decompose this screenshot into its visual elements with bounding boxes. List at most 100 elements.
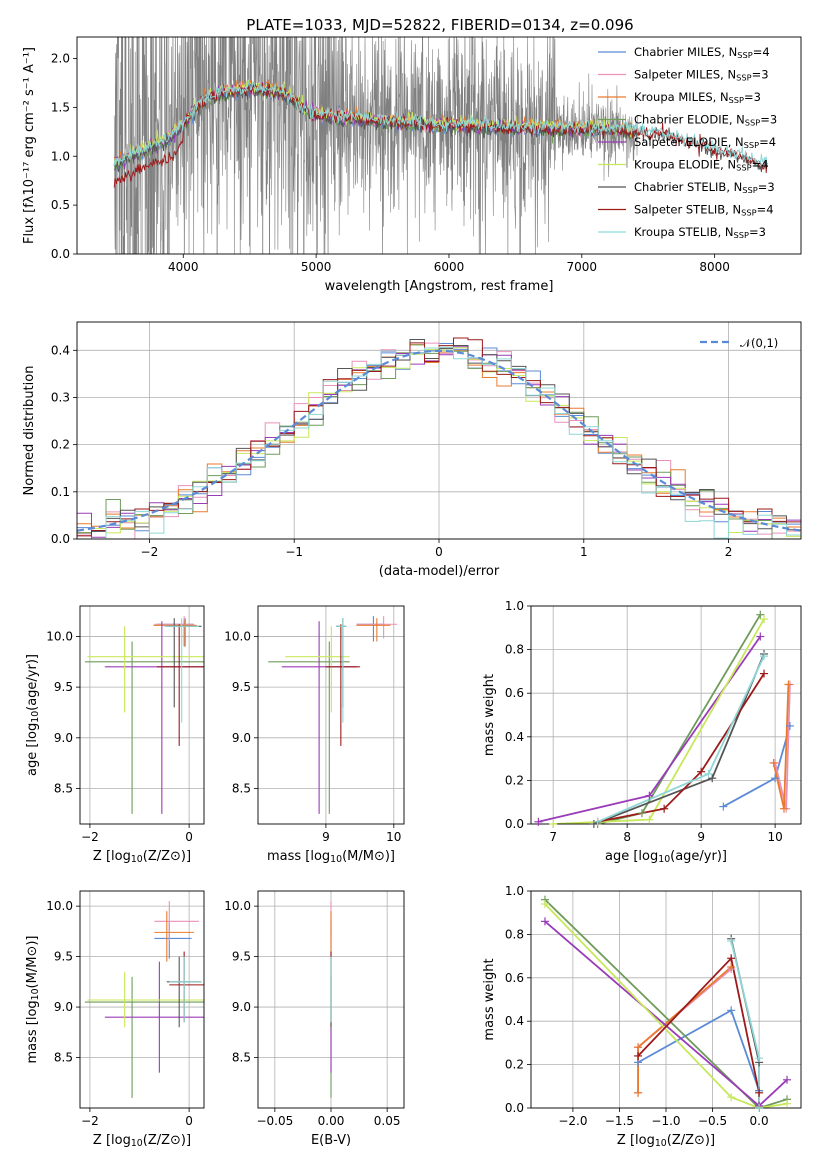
- label-part: ⊙: [694, 1133, 705, 1148]
- label-part: Z [log: [617, 1133, 655, 1148]
- axes-frame: [76, 36, 802, 255]
- y-axis-label: mass weight: [482, 674, 497, 756]
- x-tick-label: 9: [697, 830, 705, 844]
- y-axis-label: mass weight: [482, 958, 497, 1040]
- label-part: =3: [749, 225, 766, 239]
- y-tick-label: 8.5: [232, 1051, 251, 1065]
- label-part: =4: [759, 135, 776, 149]
- label-part: =3: [752, 68, 769, 82]
- histogram-steps: [77, 346, 801, 539]
- label-part: 10: [131, 1138, 143, 1149]
- x-tick-label: −1.0: [651, 1114, 680, 1128]
- y-tick-label: 0.6: [505, 971, 524, 985]
- y-tick-label: 10.0: [224, 629, 251, 643]
- x-tick-label: 9: [322, 830, 330, 844]
- label-part: mass [log: [267, 849, 330, 864]
- label-part: )]: [181, 1133, 191, 1148]
- legend-entry: Salpeter ELODIE, NSSP=4: [634, 135, 776, 150]
- label-part: =3: [744, 90, 761, 104]
- label-part: (age/yr)]: [670, 849, 727, 864]
- label-part: Kroupa STELIB, N: [634, 225, 734, 239]
- y-tick-label: 8.5: [232, 782, 251, 796]
- label-part: Z [log: [93, 849, 131, 864]
- plot-area: [84, 901, 204, 1098]
- label-part: SSP: [736, 73, 751, 83]
- label-part: SSP: [744, 140, 759, 150]
- y-tick-label: 10.0: [46, 899, 73, 913]
- x-axis-label: mass [log10(M/M⊙)]: [267, 849, 395, 865]
- label-part: SSP: [729, 95, 744, 105]
- label-part: ⊙: [25, 946, 40, 957]
- label-part: Chabrier ELODIE, N: [634, 113, 745, 127]
- label-part: (age/yr)]: [25, 654, 40, 711]
- x-tick-label: −2: [141, 545, 159, 559]
- y-tick-label: 0.4: [505, 730, 524, 744]
- weight-line: [637, 1009, 760, 1091]
- axes-frame: [79, 605, 205, 825]
- y-tick-label: 9.5: [54, 680, 73, 694]
- normal-curve: [77, 349, 801, 532]
- y-tick-label: 10.0: [46, 629, 73, 643]
- y-tick-label: 2.0: [51, 52, 70, 66]
- x-axis-label: age [log10(age/yr)]: [605, 849, 727, 865]
- legend-entry: Kroupa ELODIE, NSSP=4: [634, 158, 769, 173]
- figure-title: PLATE=1033, MJD=52822, FIBERID=0134, z=0…: [246, 16, 633, 34]
- observed-spectrum: [113, 37, 638, 254]
- legend-entry: Salpeter MILES, NSSP=3: [634, 68, 769, 83]
- y-tick-label: 0.0: [505, 1101, 524, 1115]
- y-tick-label: 0.2: [505, 1058, 524, 1072]
- y-tick-label: 0.0: [51, 532, 70, 546]
- weight-line: [544, 903, 788, 1108]
- model-spectrum: [113, 79, 769, 168]
- x-tick-label: 2: [725, 545, 733, 559]
- label-part: )]: [385, 849, 395, 864]
- label-part: =3: [758, 180, 775, 194]
- x-tick-label: 0: [435, 545, 443, 559]
- x-tick-label: 0: [185, 1114, 193, 1128]
- y-tick-label: 0.1: [51, 485, 70, 499]
- label-part: Z [log: [93, 1133, 131, 1148]
- label-part: (data-model)/error: [379, 564, 500, 579]
- label-part: Flux [fλ10⁻¹⁷ erg cm⁻² s⁻¹ A⁻¹]: [22, 47, 37, 244]
- y-tick-label: 1.5: [51, 100, 70, 114]
- y-tick-label: 9.0: [232, 1000, 251, 1014]
- legend: 𝒩(0,1): [700, 336, 778, 350]
- y-tick-label: 9.5: [232, 950, 251, 964]
- label-part: 10: [658, 854, 670, 865]
- x-tick-label: −2.0: [558, 1114, 587, 1128]
- legend-entry: Chabrier MILES, NSSP=4: [634, 45, 770, 60]
- label-part: Normed distribution: [22, 366, 37, 496]
- x-tick-label: 7: [549, 830, 557, 844]
- y-axis-label: age [log10(age/yr)]: [25, 654, 41, 776]
- label-part: (M/M: [342, 849, 374, 864]
- label-part: SSP: [737, 50, 752, 60]
- y-tick-label: 9.0: [54, 1000, 73, 1014]
- legend-entry: Kroupa STELIB, NSSP=3: [634, 225, 766, 240]
- label-part: Salpeter STELIB, N: [634, 203, 741, 217]
- panel-residuals: −2 −1 0 1 2 0.0 0.1 0.2 0.3 0.4 (data-model)/error…: [22, 321, 802, 579]
- label-part: ⊙: [170, 1133, 181, 1148]
- x-tick-label: −2: [81, 1114, 99, 1128]
- label-part: )]: [181, 849, 191, 864]
- y-axis-label: mass [log10(M/M⊙)]: [25, 935, 41, 1063]
- label-part: SSP: [741, 208, 756, 218]
- label-part: =3: [760, 113, 777, 127]
- x-tick-label: −2: [81, 830, 99, 844]
- plot-area: [113, 37, 769, 254]
- plot-area: [84, 616, 204, 814]
- x-tick-label: −0.05: [256, 1114, 293, 1128]
- weight-line: [637, 966, 732, 1093]
- y-tick-label: 9.5: [54, 950, 73, 964]
- y-tick-label: 0.2: [505, 773, 524, 787]
- label-part: mass [log: [25, 1000, 40, 1063]
- y-axis-label: Normed distribution: [22, 366, 37, 496]
- legend-entry: Kroupa MILES, NSSP=3: [634, 90, 761, 105]
- weight-line: [637, 968, 732, 1093]
- label-part: Kroupa ELODIE, N: [634, 158, 736, 172]
- label-part: age [log: [25, 723, 40, 776]
- axes-frame: [257, 605, 405, 825]
- label-part: mass weight: [482, 958, 497, 1040]
- label-part: )]: [25, 935, 40, 945]
- y-tick-label: 0.6: [505, 686, 524, 700]
